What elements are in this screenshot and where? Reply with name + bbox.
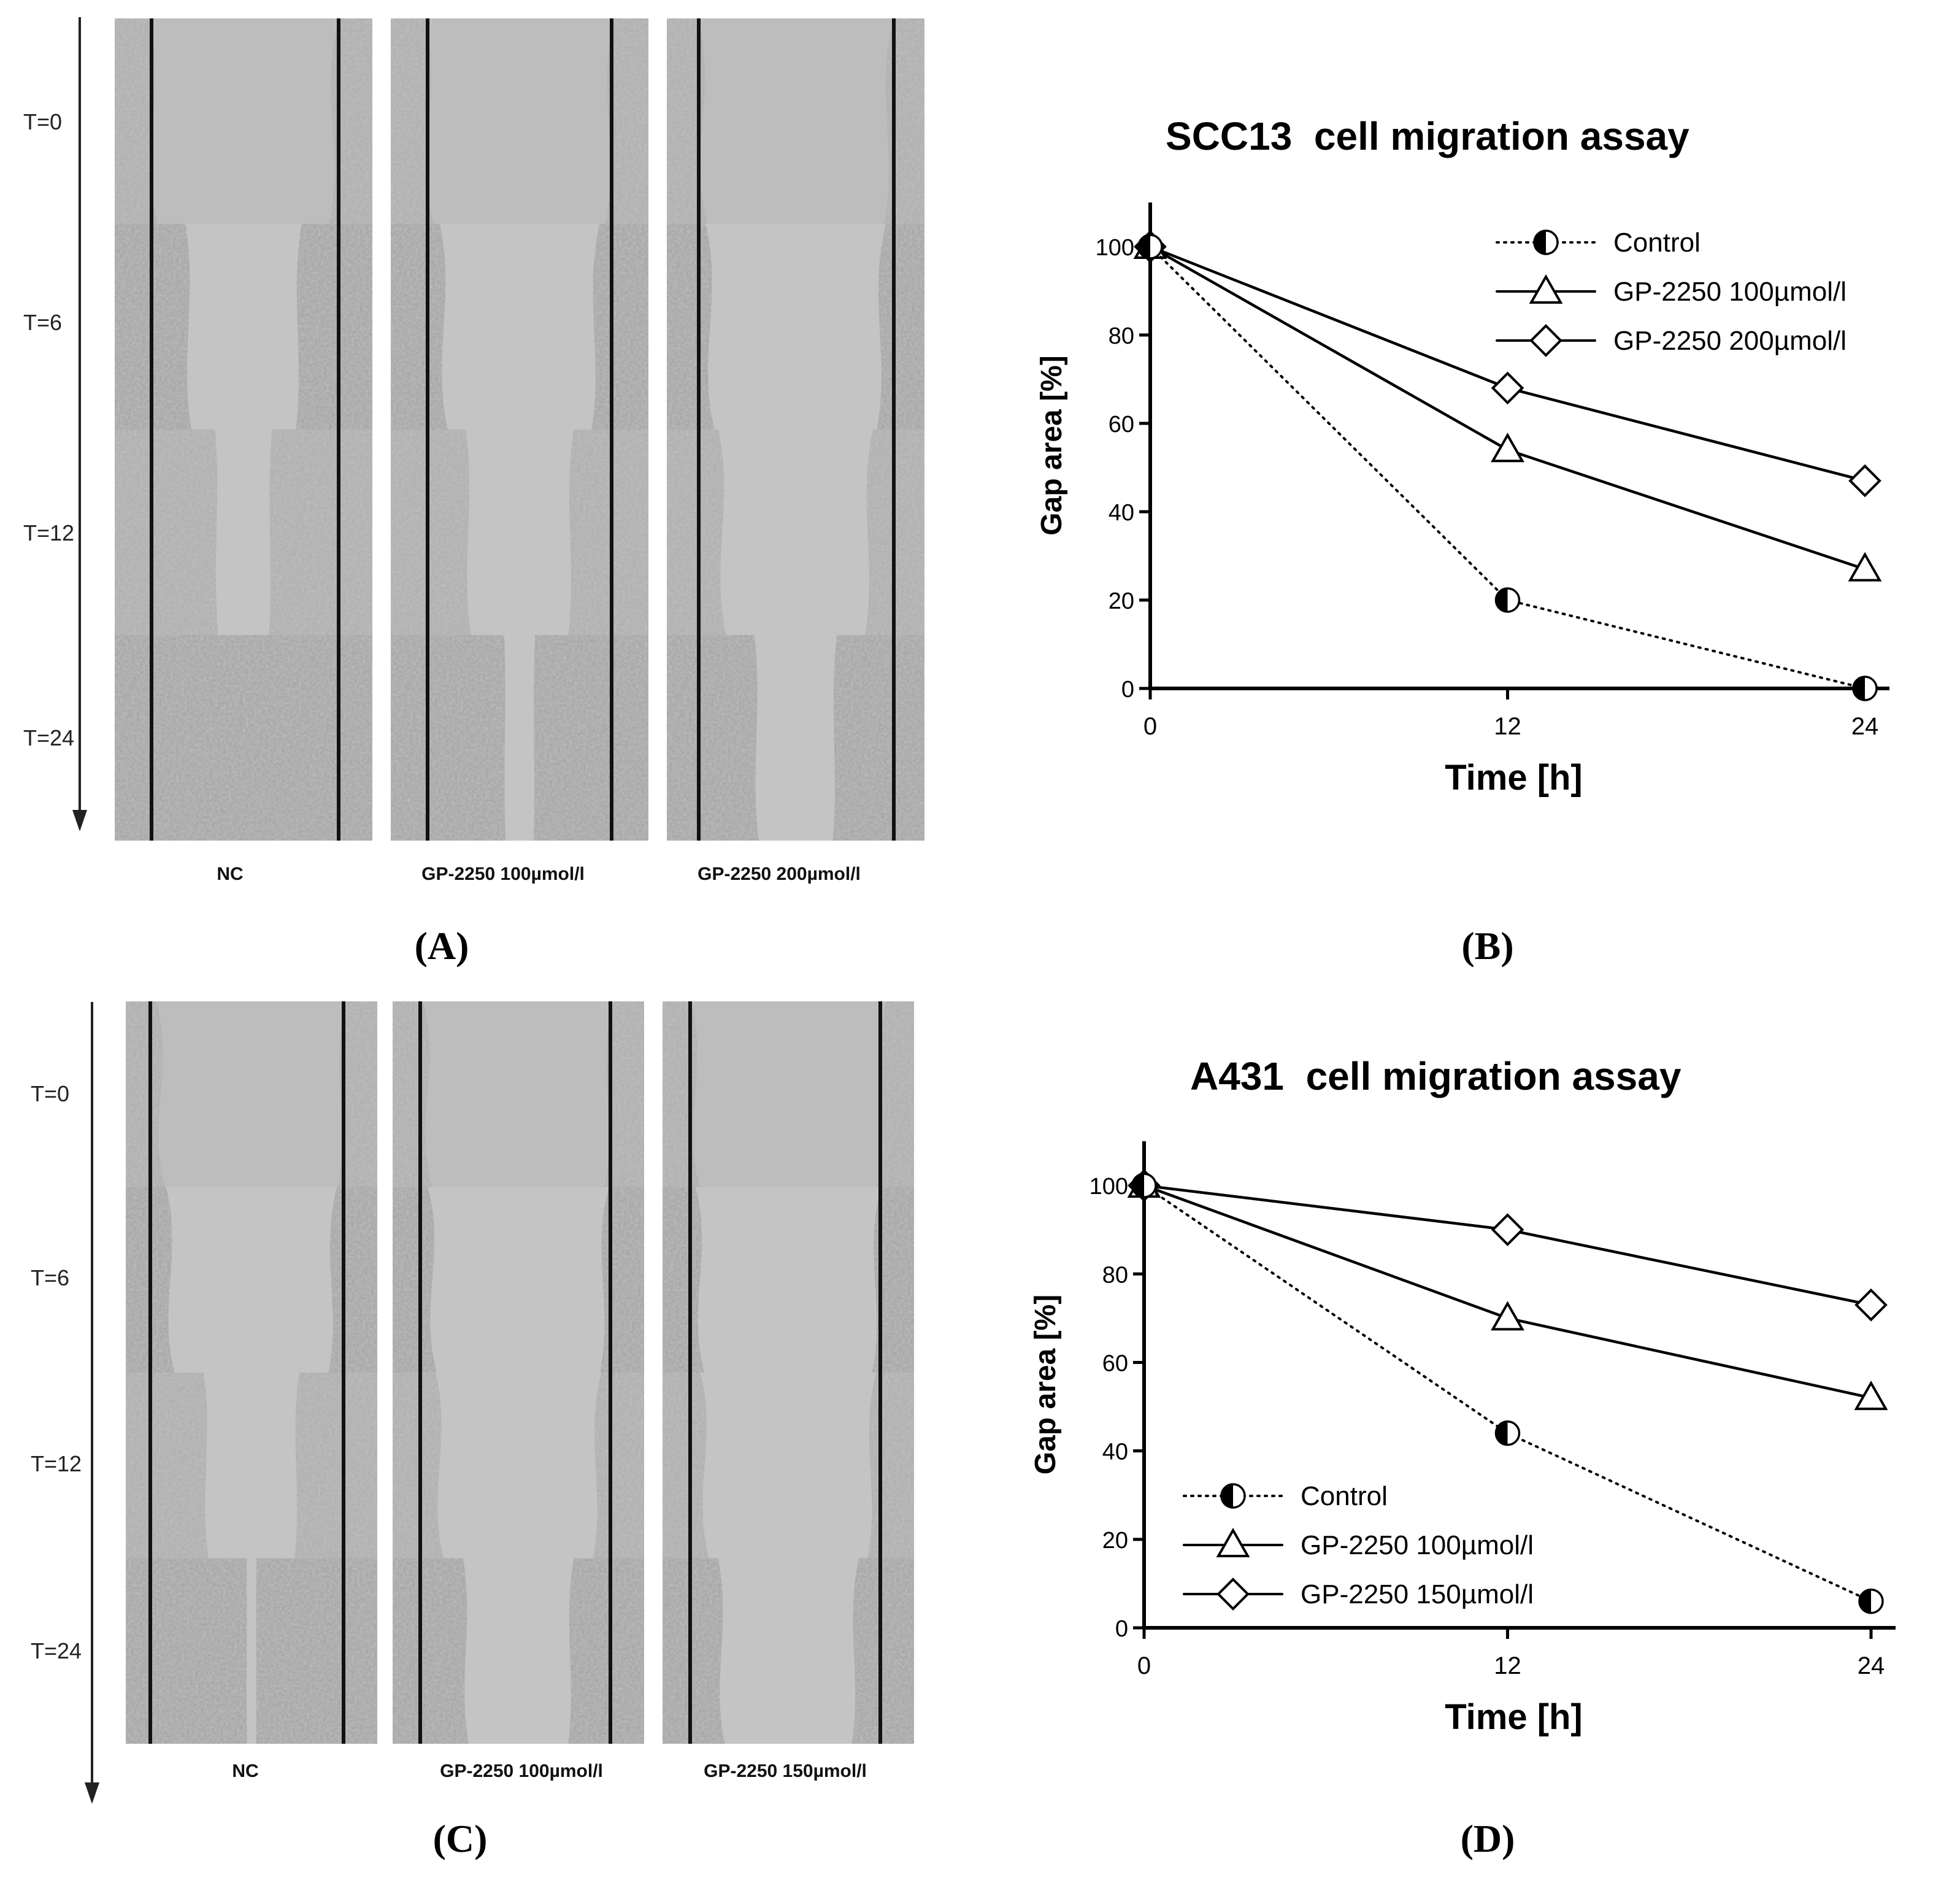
chart-title: SCC13 cell migration assay: [1166, 114, 1689, 158]
time-label-t0: T=0: [23, 109, 63, 134]
y-tick-label: 80: [1109, 323, 1134, 349]
triangle-marker: [1491, 1301, 1524, 1331]
time-label-t6: T=6: [31, 1265, 70, 1290]
legend-label: GP-2250 200µmol/l: [1613, 326, 1847, 356]
y-tick-label: 100: [1096, 235, 1134, 261]
panel-letter-d: (D): [1460, 1817, 1515, 1860]
half-circle-marker: [1220, 1483, 1246, 1509]
triangle-marker: [1529, 274, 1563, 304]
time-label-t12: T=12: [31, 1451, 82, 1476]
chart-scc13: 0 20 40 60 80 100 0 12 24 Time [h] Gap area [%] Con…: [1036, 202, 1889, 798]
column-label-nc: NC: [217, 864, 244, 884]
triangle-marker: [1491, 433, 1524, 463]
chart-a431: 0 20 40 60 80 100 0 12 24 Time [h] Gap area [%] Con…: [1029, 1141, 1896, 1737]
series-line: [1143, 1184, 1872, 1603]
column-label-150: GP-2250 150µmol/l: [704, 1761, 867, 1781]
half-circle-marker: [1852, 676, 1878, 701]
x-tick-label: 0: [1143, 713, 1157, 740]
y-tick-label: 100: [1090, 1174, 1128, 1200]
column-label-200: GP-2250 200µmol/l: [698, 864, 861, 884]
half-circle-marker: [1494, 587, 1521, 613]
time-label-t0: T=0: [31, 1081, 70, 1106]
diamond-marker: [1216, 1578, 1250, 1611]
micrograph-column-1: [115, 18, 372, 841]
time-arrow-c: [85, 1002, 99, 1804]
y-tick-label: 60: [1102, 1350, 1128, 1376]
legend-label: Control: [1613, 228, 1701, 258]
x-tick-label: 24: [1858, 1652, 1885, 1679]
diamond-marker: [1854, 1288, 1888, 1322]
y-axis-label: Gap area [%]: [1036, 355, 1068, 535]
diamond-marker: [1491, 371, 1524, 405]
y-tick-label: 60: [1109, 412, 1134, 437]
triangle-marker: [1854, 1381, 1888, 1411]
micrograph-column-1: [126, 1001, 377, 1744]
time-label-t24: T=24: [31, 1638, 82, 1663]
half-circle-marker: [1131, 1173, 1157, 1198]
diamond-marker: [1848, 464, 1881, 498]
legend-label: GP-2250 100µmol/l: [1301, 1530, 1534, 1560]
legend-label: Control: [1301, 1481, 1388, 1511]
time-arrow-a: [72, 17, 87, 831]
half-circle-marker: [1533, 229, 1559, 255]
time-label-t6: T=6: [23, 310, 63, 335]
y-tick-label: 20: [1102, 1528, 1128, 1554]
legend: Control GP-2250 100µmol/l GP-2250 150µmol/…: [1183, 1481, 1534, 1611]
micrograph-column-2: [391, 18, 648, 841]
legend: Control GP-2250 100µmol/l GP-2250 200µmol/…: [1496, 228, 1847, 357]
panel-letter-a: (A): [414, 924, 469, 968]
y-tick-label: 0: [1121, 677, 1134, 703]
triangle-marker: [1216, 1527, 1250, 1557]
half-circle-marker: [1137, 234, 1163, 260]
legend-label: GP-2250 150µmol/l: [1301, 1579, 1534, 1609]
micrograph-column-2: [393, 1001, 644, 1744]
column-label-nc: NC: [232, 1761, 259, 1781]
triangle-marker: [1848, 552, 1882, 582]
y-tick-label: 40: [1109, 500, 1134, 526]
series-line: [1149, 245, 1866, 690]
legend-label: GP-2250 100µmol/l: [1613, 277, 1847, 307]
x-tick-label: 12: [1494, 1652, 1521, 1679]
column-label-100: GP-2250 100µmol/l: [440, 1761, 603, 1781]
y-tick-label: 40: [1102, 1439, 1128, 1465]
time-label-t24: T=24: [23, 725, 75, 750]
x-tick-label: 12: [1494, 713, 1521, 740]
micrograph-column-3: [667, 18, 924, 841]
x-tick-label: 24: [1851, 713, 1879, 740]
y-tick-label: 0: [1115, 1616, 1128, 1642]
x-tick-label: 0: [1137, 1652, 1151, 1679]
diamond-marker: [1529, 324, 1562, 357]
y-tick-label: 20: [1109, 588, 1134, 614]
panel-letter-b: (B): [1461, 924, 1514, 968]
diamond-marker: [1491, 1213, 1524, 1247]
y-axis-label: Gap area [%]: [1029, 1295, 1062, 1474]
chart-title: A431 cell migration assay: [1190, 1054, 1681, 1098]
y-tick-label: 80: [1102, 1262, 1128, 1288]
x-axis-label: Time [h]: [1445, 758, 1583, 798]
x-axis-label: Time [h]: [1445, 1697, 1583, 1737]
half-circle-marker: [1858, 1588, 1884, 1614]
column-label-100: GP-2250 100µmol/l: [421, 864, 585, 884]
time-label-t12: T=12: [23, 520, 75, 545]
micrograph-column-3: [663, 1001, 914, 1744]
half-circle-marker: [1494, 1420, 1521, 1446]
panel-letter-c: (C): [432, 1817, 488, 1860]
